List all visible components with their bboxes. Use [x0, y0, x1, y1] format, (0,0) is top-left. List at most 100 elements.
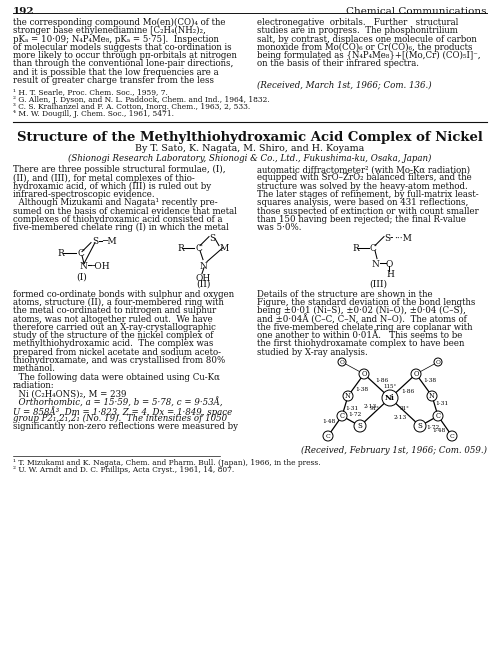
Text: 1·86: 1·86	[375, 379, 388, 383]
Text: 91°: 91°	[400, 405, 410, 411]
Text: ¹ T. Mizukami and K. Nagata, Chem. and Pharm. Bull. (Japan), 1966, in the press.: ¹ T. Mizukami and K. Nagata, Chem. and P…	[13, 459, 320, 467]
Text: infrared-spectroscopic evidence.: infrared-spectroscopic evidence.	[13, 190, 154, 199]
Text: studied by X-ray analysis.: studied by X-ray analysis.	[257, 348, 368, 357]
Text: 1·31: 1·31	[435, 402, 448, 407]
Text: (III): (III)	[369, 280, 387, 289]
Text: ─M: ─M	[102, 236, 117, 246]
Text: formed co-ordinate bonds with sulphur and oxygen: formed co-ordinate bonds with sulphur an…	[13, 290, 234, 299]
Text: By T. Sato, K. Nagata, M. Shiro, and H. Koyama: By T. Sato, K. Nagata, M. Shiro, and H. …	[136, 144, 364, 153]
Circle shape	[382, 390, 398, 406]
Text: C: C	[77, 249, 84, 257]
Circle shape	[343, 391, 353, 401]
Text: prepared from nickel acetate and sodium aceto-: prepared from nickel acetate and sodium …	[13, 348, 221, 357]
Text: structure was solved by the heavy-atom method.: structure was solved by the heavy-atom m…	[257, 182, 468, 191]
Text: O: O	[340, 360, 344, 364]
Text: salt, by contrast, displaces one molecule of carbon: salt, by contrast, displaces one molecul…	[257, 35, 477, 44]
Text: of molecular models suggests that co-ordination is: of molecular models suggests that co-ord…	[13, 43, 232, 52]
Text: (II), and (III), for metal complexes of thio-: (II), and (III), for metal complexes of …	[13, 174, 195, 183]
Text: O: O	[386, 259, 394, 269]
Circle shape	[414, 420, 426, 432]
Text: ¹ H. T. Searle, Proc. Chem. Soc., 1959, 7.: ¹ H. T. Searle, Proc. Chem. Soc., 1959, …	[13, 88, 168, 96]
Circle shape	[337, 411, 347, 421]
Text: the five-membered chelate ring are coplanar with: the five-membered chelate ring are copla…	[257, 323, 472, 332]
Text: more likely to occur through pπ-orbitals at nitrogen: more likely to occur through pπ-orbitals…	[13, 51, 237, 60]
Text: The following data were obtained using Cu-Kα: The following data were obtained using C…	[13, 373, 220, 382]
Text: ─OH: ─OH	[89, 261, 110, 271]
Circle shape	[447, 431, 457, 441]
Text: methylthiohydroxamic acid.  The complex was: methylthiohydroxamic acid. The complex w…	[13, 339, 213, 348]
Text: therefore carried out an X-ray-crystallographic: therefore carried out an X-ray-crystallo…	[13, 323, 216, 332]
Text: group P2₁,2₁,2₁ (No. 19).  The intensities of 1050: group P2₁,2₁,2₁ (No. 19). The intensitie…	[13, 414, 227, 423]
Text: N: N	[200, 261, 208, 271]
Text: squares analysis, were based on 431 reflections,: squares analysis, were based on 431 refl…	[257, 198, 468, 208]
Text: C: C	[436, 412, 440, 420]
Text: radiation:: radiation:	[13, 381, 54, 390]
Text: significantly non-zero reflections were measured by: significantly non-zero reflections were …	[13, 422, 238, 432]
Text: C: C	[195, 244, 202, 253]
Text: 1·48: 1·48	[432, 428, 446, 432]
Text: (Received, March 1st, 1966; Com. 136.): (Received, March 1st, 1966; Com. 136.)	[257, 80, 432, 89]
Text: R: R	[177, 244, 184, 253]
Text: C: C	[340, 412, 344, 420]
Text: Although Mizukami and Nagata¹ recently pre-: Although Mizukami and Nagata¹ recently p…	[13, 198, 218, 208]
Text: studies are in progress.  The phosphonitrilium: studies are in progress. The phosphonitr…	[257, 26, 458, 35]
Text: and ±0·04Å (C–C, C–N, and N–O).  The atoms of: and ±0·04Å (C–C, C–N, and N–O). The atom…	[257, 314, 467, 325]
Text: O: O	[413, 370, 419, 378]
Text: 115°: 115°	[384, 383, 396, 388]
Text: atoms, structure (II), a four-membered ring with: atoms, structure (II), a four-membered r…	[13, 298, 224, 307]
Text: 1·38: 1·38	[423, 379, 436, 383]
Text: Structure of the Methylthiohydroxamic Acid Complex of Nickel: Structure of the Methylthiohydroxamic Ac…	[17, 131, 483, 144]
Text: C: C	[326, 434, 330, 438]
Text: Figure, the standard deviation of the bond lengths: Figure, the standard deviation of the bo…	[257, 298, 476, 307]
Text: O: O	[361, 370, 367, 378]
Text: result of greater charge transfer from the less: result of greater charge transfer from t…	[13, 76, 214, 85]
Circle shape	[323, 431, 333, 441]
Text: There are three possible structural formulae, (I),: There are three possible structural form…	[13, 165, 226, 174]
Text: (Shionogi Research Laboratory, Shionogi & Co., Ltd., Fukushima-ku, Osaka, Japan): (Shionogi Research Laboratory, Shionogi …	[68, 154, 432, 163]
Circle shape	[433, 411, 443, 421]
Text: was 5·0%.: was 5·0%.	[257, 223, 302, 233]
Text: The later stages of refinement, by full-matrix least-: The later stages of refinement, by full-…	[257, 190, 478, 199]
Text: N: N	[79, 261, 87, 271]
Text: (Received, February 1st, 1966; Com. 059.): (Received, February 1st, 1966; Com. 059.…	[301, 446, 487, 455]
Text: 1·38: 1·38	[355, 386, 368, 392]
Text: 2·13: 2·13	[364, 404, 377, 409]
Text: 1·72: 1·72	[348, 413, 361, 417]
Text: being ±0·01 (Ni–S), ±0·02 (Ni–O), ±0·04 (C–S),: being ±0·01 (Ni–S), ±0·02 (Ni–O), ±0·04 …	[257, 306, 466, 315]
Text: N: N	[372, 259, 380, 269]
Text: U = 858Å³, Dm = 1·823, Z = 4, Dx = 1·849, space: U = 858Å³, Dm = 1·823, Z = 4, Dx = 1·849…	[13, 406, 232, 417]
Text: Ni: Ni	[385, 394, 395, 402]
Circle shape	[411, 369, 421, 379]
Text: R: R	[352, 244, 359, 253]
Text: Details of the structure are shown in the: Details of the structure are shown in th…	[257, 290, 432, 299]
Text: 2·13: 2·13	[394, 415, 407, 420]
Circle shape	[434, 358, 442, 366]
Text: automatic diffractometer² (with Mo-Kα radiation): automatic diffractometer² (with Mo-Kα ra…	[257, 165, 470, 174]
Text: those suspected of extinction or with count smaller: those suspected of extinction or with co…	[257, 207, 479, 215]
Text: ³ C. S. Kraihanzel and F. A. Cotton, Inorg. Chem., 1963, 2, 533.: ³ C. S. Kraihanzel and F. A. Cotton, Ino…	[13, 103, 250, 111]
Text: N: N	[345, 392, 351, 400]
Text: methanol.: methanol.	[13, 364, 56, 373]
Text: ² U. W. Arndt and D. C. Phillips, Acta Cryst., 1961, 14, 807.: ² U. W. Arndt and D. C. Phillips, Acta C…	[13, 466, 234, 474]
Text: the first thiohydroxamate complex to have been: the first thiohydroxamate complex to hav…	[257, 339, 464, 348]
Text: 1·86: 1·86	[401, 388, 414, 394]
Text: ⁴ M. W. Dougill, J. Chem. Soc., 1961, 5471.: ⁴ M. W. Dougill, J. Chem. Soc., 1961, 54…	[13, 110, 174, 118]
Text: on the basis of their infrared spectra.: on the basis of their infrared spectra.	[257, 60, 419, 69]
Text: M: M	[219, 244, 228, 253]
Text: S: S	[384, 234, 390, 242]
Text: R: R	[57, 249, 64, 257]
Text: equipped with SrO–ZrO₂ balanced filters, and the: equipped with SrO–ZrO₂ balanced filters,…	[257, 174, 472, 183]
Text: C: C	[370, 244, 377, 253]
Text: than 150 having been rejected; the final R-value: than 150 having been rejected; the final…	[257, 215, 466, 224]
Text: atoms, was not altogether ruled out.  We have: atoms, was not altogether ruled out. We …	[13, 314, 213, 324]
Text: than through the conventional lone-pair directions,: than through the conventional lone-pair …	[13, 60, 234, 69]
Text: study of the structure of the nickel complex of: study of the structure of the nickel com…	[13, 331, 213, 340]
Text: O: O	[436, 360, 440, 364]
Text: (II): (II)	[196, 280, 210, 289]
Text: 1·31: 1·31	[345, 405, 358, 411]
Circle shape	[427, 391, 437, 401]
Text: S: S	[358, 422, 362, 430]
Text: five-membered chelate ring (I) in which the metal: five-membered chelate ring (I) in which …	[13, 223, 229, 233]
Text: 91°: 91°	[370, 405, 380, 411]
Circle shape	[354, 420, 366, 432]
